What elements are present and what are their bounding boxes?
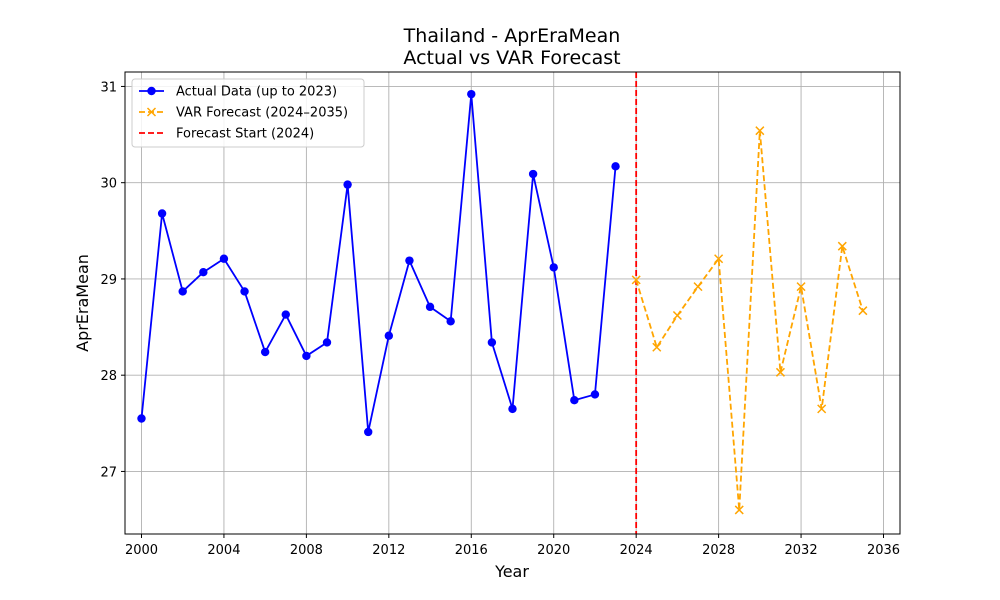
legend-label-forecast-start: Forecast Start (2024) <box>176 127 314 142</box>
y-tick-label: 30 <box>100 177 117 192</box>
data-point-actual <box>343 180 352 189</box>
y-tick-label: 31 <box>100 80 117 95</box>
data-point-actual <box>528 169 538 179</box>
data-point-actual <box>467 89 476 99</box>
x-tick-label: 2020 <box>537 543 570 558</box>
data-point-forecast <box>837 241 847 251</box>
y-tick-label: 29 <box>100 273 117 288</box>
data-point-actual <box>384 331 394 340</box>
data-point-forecast <box>734 505 744 515</box>
data-point-forecast <box>775 367 785 377</box>
data-point-actual <box>137 414 146 423</box>
data-point-actual <box>178 287 187 296</box>
x-axis-ticks: 2000 2004 2008 2012 2016 2020 2024 2028 2032 2036 <box>125 534 900 558</box>
y-axis-ticks: 27 28 29 30 31 <box>100 80 125 480</box>
data-point-forecast <box>817 404 827 414</box>
data-point-actual <box>425 302 435 312</box>
x-tick-label: 2036 <box>867 543 900 558</box>
data-point-forecast <box>714 254 724 264</box>
data-point-forecast <box>693 282 703 292</box>
x-tick-label: 2016 <box>455 543 488 558</box>
legend-entry-forecast: VAR Forecast (2024–2035) <box>139 106 348 121</box>
data-point-actual <box>446 317 455 326</box>
x-axis-label: Year <box>494 562 529 581</box>
legend: Actual Data (up to 2023) VAR Forecast (2… <box>131 78 365 148</box>
legend-entry-actual: Actual Data (up to 2023) <box>139 85 337 100</box>
data-point-actual <box>364 427 373 437</box>
x-tick-label: 2012 <box>372 543 405 558</box>
chart-subtitle: Actual vs VAR Forecast <box>403 47 620 69</box>
data-point-actual <box>219 254 229 263</box>
data-point-actual <box>240 287 249 296</box>
legend-marker-forecast <box>146 107 157 117</box>
data-point-actual <box>199 268 208 277</box>
data-point-actual <box>260 347 270 357</box>
data-point-actual <box>405 256 414 265</box>
legend-marker-actual <box>147 86 156 96</box>
data-point-actual <box>611 162 620 171</box>
data-point-actual <box>590 390 600 399</box>
y-tick-label: 28 <box>100 369 117 384</box>
data-point-actual <box>487 338 497 347</box>
legend-entry-forecast-start: Forecast Start (2024) <box>139 127 314 142</box>
series-actual <box>137 89 620 437</box>
data-point-forecast <box>796 282 806 292</box>
x-tick-label: 2000 <box>125 543 158 558</box>
data-point-actual <box>302 351 311 361</box>
series-forecast <box>631 126 868 515</box>
x-tick-label: 2008 <box>290 543 323 558</box>
x-tick-label: 2032 <box>785 543 818 558</box>
legend-label-actual: Actual Data (up to 2023) <box>176 85 337 100</box>
data-point-forecast <box>755 126 765 136</box>
chart-title: Thailand - AprEraMean <box>403 25 621 47</box>
legend-label-forecast: VAR Forecast (2024–2035) <box>176 106 348 121</box>
legend-box <box>131 78 365 148</box>
data-point-actual <box>508 404 517 414</box>
series-line-forecast <box>635 129 864 511</box>
data-point-forecast <box>672 310 682 321</box>
x-tick-label: 2024 <box>620 543 653 558</box>
x-tick-label: 2004 <box>207 543 240 558</box>
x-tick-label: 2028 <box>702 543 735 558</box>
plot-frame <box>124 71 901 535</box>
series-group <box>137 89 868 515</box>
data-point-forecast <box>631 275 641 285</box>
y-axis-label: AprEraMean <box>73 254 92 352</box>
data-point-forecast <box>858 306 868 316</box>
grid <box>125 72 900 534</box>
data-point-actual <box>570 396 579 405</box>
data-point-actual <box>281 310 290 319</box>
data-point-actual <box>322 338 332 347</box>
data-point-actual <box>157 209 167 218</box>
data-point-forecast <box>652 342 662 352</box>
y-tick-label: 27 <box>100 465 117 480</box>
data-point-actual <box>549 263 558 272</box>
